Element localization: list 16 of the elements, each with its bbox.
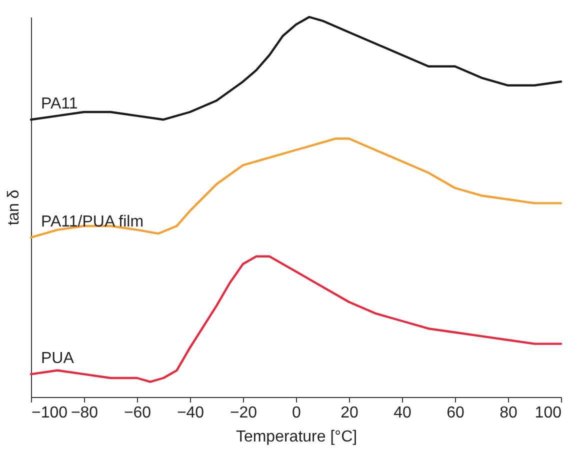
- x-tick-label: 100: [534, 404, 562, 422]
- x-tick-label: −40: [176, 404, 204, 422]
- x-tick-label: −60: [124, 404, 152, 422]
- series-label: PA11/PUA film: [41, 213, 144, 230]
- x-tick-label: −80: [70, 404, 98, 422]
- x-tick-label: 0: [292, 404, 302, 422]
- y-axis-title: tan δ: [6, 190, 22, 226]
- series-label: PA11: [41, 96, 78, 113]
- x-tick-label: 60: [446, 404, 464, 422]
- x-tick-label: 80: [500, 404, 518, 422]
- x-axis-title: Temperature [°C]: [236, 428, 358, 446]
- x-tick-label: −20: [230, 404, 258, 422]
- series-label: PUA: [41, 350, 74, 368]
- x-tick-label: −100: [32, 404, 68, 422]
- x-tick-label: 40: [394, 404, 412, 422]
- x-tick-label: 20: [340, 404, 358, 422]
